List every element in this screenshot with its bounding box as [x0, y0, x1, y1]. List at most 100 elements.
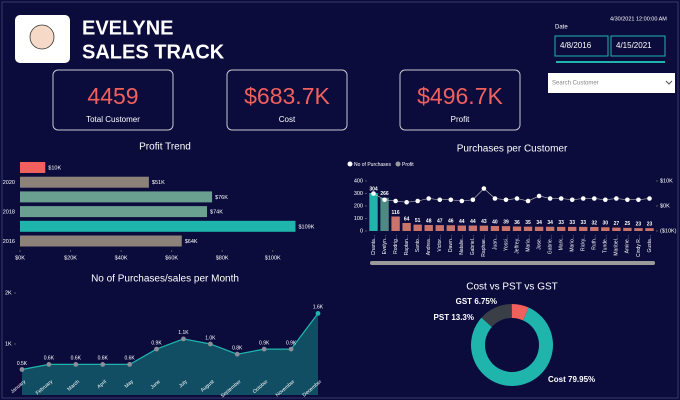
- data-label: 1.0K: [205, 335, 216, 341]
- point: [382, 197, 387, 203]
- slice-value: 6.75%: [474, 297, 497, 306]
- y2-tick-label: $10K: [660, 178, 673, 184]
- start-date-box[interactable]: [554, 35, 609, 57]
- search-placeholder[interactable]: Search Customer: [552, 81, 599, 87]
- slice-category: GST: [456, 297, 473, 306]
- start-date[interactable]: 4/8/2016: [560, 41, 592, 50]
- point: [470, 197, 476, 203]
- x-tick-label: $40K: [115, 255, 128, 261]
- point: [481, 186, 487, 191]
- data-label: 304: [369, 186, 378, 192]
- point: [448, 197, 454, 203]
- slice-category: Cost: [548, 375, 566, 384]
- data-label: 25: [625, 221, 631, 227]
- x-tick-label: Juan...: [492, 235, 498, 250]
- x-tick-label: Mario...: [570, 235, 576, 252]
- x-tick-label: Ricky...: [581, 235, 587, 251]
- x-tick-label: Mark...: [559, 235, 565, 250]
- data-label: 0.5K: [17, 361, 28, 367]
- bar: [20, 162, 46, 173]
- y-tick-label: 100: [354, 216, 363, 222]
- bar: [534, 226, 544, 231]
- x-tick-label: Natalie...: [459, 235, 465, 255]
- end-date[interactable]: 4/15/2021: [616, 41, 652, 50]
- y-tick-label: 2018: [3, 210, 15, 216]
- title: EVELYNE: [82, 17, 174, 39]
- point: [261, 346, 267, 352]
- bar: [435, 225, 444, 231]
- x-tick-label: Tunde...: [603, 235, 609, 253]
- data-label: 23: [647, 221, 653, 227]
- point: [426, 196, 432, 201]
- y-tick-label: 400: [354, 178, 363, 184]
- point: [415, 198, 420, 204]
- point: [547, 196, 553, 201]
- search-box[interactable]: [548, 73, 675, 93]
- slice-label: PST 13.3%: [434, 313, 474, 322]
- bar: [446, 225, 455, 231]
- data-label: 44: [470, 219, 476, 225]
- bar: [523, 226, 533, 231]
- bar: [590, 227, 599, 231]
- point: [234, 351, 240, 357]
- date-label: Date: [555, 25, 568, 31]
- logo-face: [29, 24, 55, 50]
- point: [625, 197, 630, 203]
- x-tick-label: $60K: [165, 255, 178, 261]
- scroll-thumb[interactable]: [370, 261, 655, 265]
- bar: [20, 191, 213, 203]
- legend-label: No of Purchases: [354, 162, 391, 168]
- point: [647, 196, 652, 201]
- data-label: 34: [536, 220, 542, 226]
- chart-title: Cost vs PST vs GST: [466, 282, 558, 293]
- point: [371, 191, 376, 196]
- data-label: 46: [448, 219, 454, 225]
- kpi-value: $496.7K: [417, 83, 503, 109]
- data-label: 0.6K: [71, 356, 82, 362]
- x-tick-label: July: [178, 379, 189, 390]
- bar: [612, 227, 621, 231]
- legend-marker: [395, 161, 401, 167]
- data-label: 0.6K: [124, 356, 135, 362]
- legend-label: Profit: [402, 162, 414, 168]
- kpi-value: 4459: [87, 83, 138, 109]
- y-tick-label: 200: [354, 203, 363, 209]
- data-label: 27: [614, 221, 620, 227]
- slice-value: 13.3%: [451, 313, 474, 322]
- bar: [579, 226, 588, 231]
- y-tick-label: 2020: [3, 180, 15, 186]
- data-label: 0.8K: [232, 346, 243, 352]
- data-label: 23: [636, 221, 642, 227]
- bar: [501, 226, 511, 231]
- date-value: 4/30/2021 12:00:00 AM: [610, 16, 667, 22]
- point: [393, 198, 398, 204]
- x-tick-label: Evelyn...: [382, 235, 388, 254]
- bar: [413, 224, 422, 231]
- point: [580, 196, 586, 201]
- data-label: 0.9K: [286, 340, 297, 346]
- kpi-card: [399, 69, 521, 131]
- end-date-box[interactable]: [610, 35, 666, 57]
- bar: [391, 216, 400, 231]
- data-label: $74K: [210, 210, 223, 216]
- data-label: 32: [592, 220, 598, 226]
- data-label: 36: [514, 220, 520, 226]
- bar: [20, 206, 208, 218]
- data-label: $51K: [152, 180, 165, 186]
- kpi-label: Cost: [279, 115, 296, 124]
- point: [73, 362, 79, 367]
- point: [503, 197, 509, 203]
- slice-category: PST: [434, 313, 450, 322]
- x-tick-label: Gabriel...: [470, 235, 476, 255]
- bar: [468, 225, 478, 231]
- bar: [545, 226, 555, 231]
- legend-marker: [347, 161, 353, 167]
- x-tick-label: Rodrig...: [393, 235, 399, 254]
- x-tick-label: Cindy R...: [636, 235, 642, 257]
- point: [404, 199, 409, 205]
- point: [46, 362, 52, 367]
- y-tick-label: 2016: [3, 239, 15, 245]
- x-tick-label: $100K: [265, 255, 281, 261]
- point: [514, 196, 520, 201]
